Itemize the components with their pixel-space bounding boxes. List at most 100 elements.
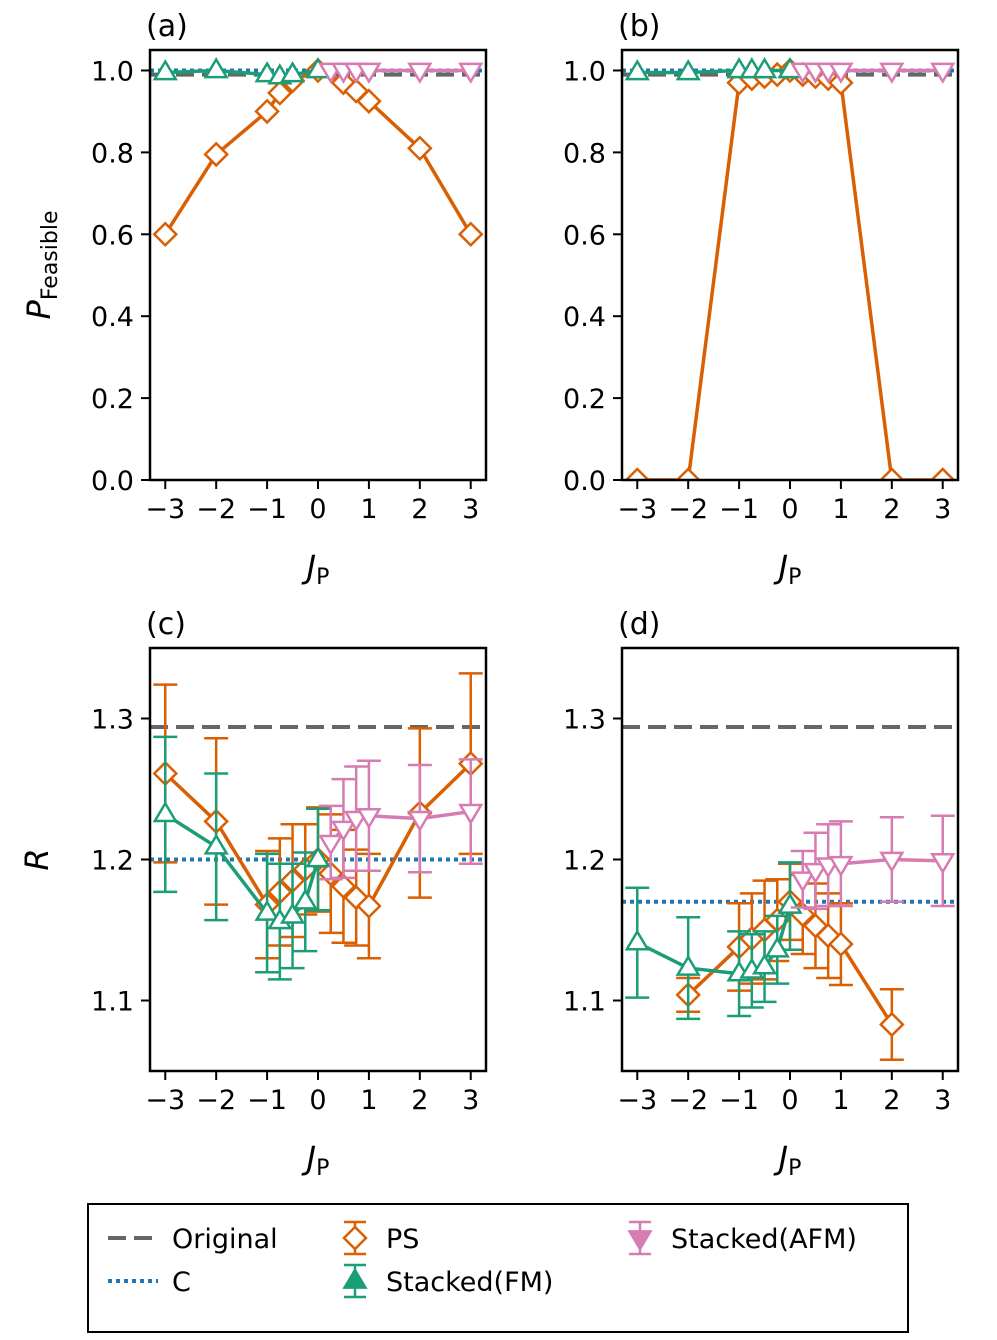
series-afm — [318, 758, 484, 881]
series-afm — [790, 814, 956, 911]
series-fm — [624, 57, 803, 81]
x-tick-label: 3 — [934, 1085, 951, 1116]
data-point — [457, 221, 484, 248]
y-tick-label: 0.6 — [563, 220, 606, 251]
data-point — [330, 820, 357, 842]
data-point — [458, 803, 484, 826]
series-ps — [624, 57, 956, 480]
x-tick-label: −3 — [145, 1085, 185, 1116]
y-tick-label: 1.0 — [91, 56, 134, 87]
x-tick-label: −2 — [668, 494, 708, 525]
plot-frame — [620, 48, 960, 482]
y-tick-label: 0.8 — [91, 138, 134, 169]
x-tick-label: 2 — [883, 1085, 900, 1116]
data-point — [203, 141, 229, 168]
x-tick-label: −1 — [719, 494, 759, 525]
legend: Original C PS Stacked(FM) Stacked(AFM) — [87, 1203, 909, 1333]
data-point — [624, 467, 651, 480]
panel-title: (d) — [618, 607, 660, 642]
x-tick-label: 0 — [309, 494, 326, 525]
series-ps — [152, 57, 484, 248]
data-point — [254, 899, 280, 921]
data-point — [356, 807, 382, 830]
data-point — [458, 62, 484, 84]
x-axis-label: JP — [773, 1139, 802, 1181]
x-tick-label: 1 — [832, 494, 849, 525]
series-fm — [152, 735, 331, 981]
x-tick-label: 0 — [781, 494, 798, 525]
y-tick-label: 1.0 — [563, 56, 606, 87]
y-tick-label: 1.1 — [91, 987, 134, 1018]
legend-entry-ps: PS — [342, 1220, 419, 1256]
x-tick-label: −2 — [196, 1085, 236, 1116]
data-point — [764, 936, 790, 958]
x-axis-label: JP — [301, 1139, 330, 1181]
panel-c: −3 −2 −1 0 1 2 3 1.1 1.2 1.3 (c) JP R — [18, 607, 488, 1181]
legend-frame — [87, 1203, 909, 1333]
x-tick-label: 1 — [360, 1085, 377, 1116]
x-tick-label: −3 — [617, 1085, 657, 1116]
legend-marker-swatch — [342, 1267, 368, 1289]
x-tick-label: 2 — [411, 494, 428, 525]
data-point — [828, 855, 854, 878]
data-point — [930, 62, 956, 84]
series-afm — [318, 62, 484, 84]
y-tick-label: 0.2 — [563, 384, 606, 415]
x-tick-label: 3 — [462, 1085, 479, 1116]
data-point — [751, 57, 778, 79]
data-point — [152, 221, 179, 248]
data-point — [152, 59, 178, 81]
data-point — [407, 135, 433, 162]
legend-marker-swatch — [627, 1230, 653, 1252]
data-point — [356, 893, 382, 919]
data-point — [930, 853, 956, 875]
legend-label: C — [172, 1267, 191, 1298]
x-tick-label: 3 — [462, 494, 479, 525]
y-tick-label: 0.0 — [91, 466, 134, 497]
data-point — [790, 871, 816, 893]
panel-d: −3 −2 −1 0 1 2 3 1.1 1.2 1.3 (d) JP — [563, 607, 960, 1181]
panel-b: −3 −2 −1 0 1 2 3 0.0 0.2 0.4 0.6 0.8 1.0 (b) JP — [563, 9, 960, 590]
data-point — [330, 873, 357, 900]
data-point — [152, 800, 178, 823]
data-point — [802, 862, 829, 885]
data-point — [879, 62, 905, 84]
x-tick-label: 0 — [781, 1085, 798, 1116]
data-point — [828, 62, 854, 84]
data-point — [828, 931, 854, 957]
data-point — [356, 88, 382, 114]
data-point — [279, 902, 306, 924]
data-point — [407, 62, 433, 84]
y-tick-label: 0.8 — [563, 138, 606, 169]
y-tick-label: 1.3 — [91, 705, 134, 736]
panel-title: (b) — [618, 9, 660, 44]
x-tick-label: −1 — [247, 494, 287, 525]
data-point — [751, 953, 778, 975]
y-tick-label: 0.4 — [91, 302, 134, 333]
x-tick-label: −1 — [719, 1085, 759, 1116]
panel-title: (c) — [146, 607, 186, 642]
y-axis-label: R — [18, 848, 56, 870]
legend-label: PS — [386, 1224, 419, 1255]
legend-entry-original: Original — [108, 1224, 278, 1255]
y-tick-label: 1.2 — [563, 846, 606, 877]
legend-entry-afm: Stacked(AFM) — [627, 1220, 857, 1256]
data-point — [675, 954, 701, 976]
data-point — [279, 61, 306, 83]
legend-label: Stacked(AFM) — [671, 1224, 857, 1255]
x-tick-label: −3 — [145, 494, 185, 525]
data-point — [815, 922, 841, 949]
legend-entry-fm: Stacked(FM) — [342, 1263, 553, 1299]
data-point — [343, 884, 369, 911]
x-tick-label: −2 — [668, 1085, 708, 1116]
data-point — [203, 57, 229, 79]
y-tick-label: 1.2 — [91, 846, 134, 877]
y-tick-label: 1.3 — [563, 705, 606, 736]
data-point — [675, 59, 701, 81]
x-axis-label: JP — [301, 548, 330, 590]
x-tick-label: 2 — [883, 494, 900, 525]
data-point — [254, 98, 280, 125]
x-tick-label: 1 — [832, 1085, 849, 1116]
y-tick-label: 0.6 — [91, 220, 134, 251]
